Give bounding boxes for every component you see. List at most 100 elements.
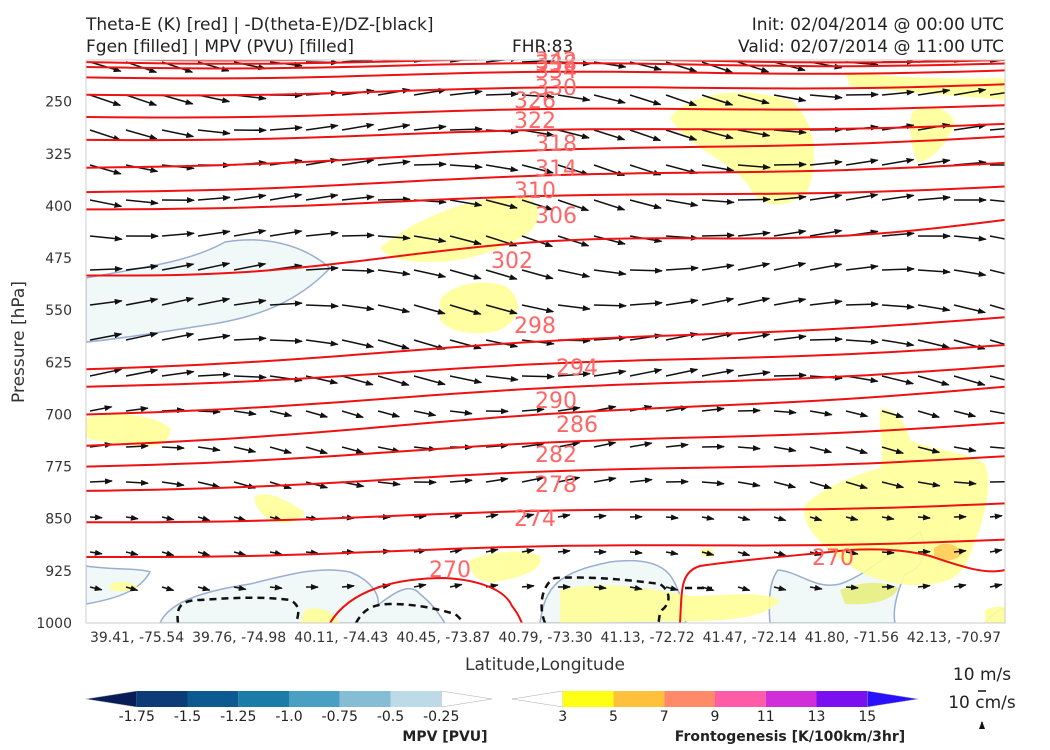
wind-vector (593, 369, 627, 377)
wind-vector (773, 585, 787, 592)
wind-vector (773, 334, 807, 341)
wind-vector (989, 548, 1003, 555)
wind-vector (125, 479, 149, 486)
wind-vector (773, 94, 807, 103)
theta-e-contour (329, 576, 523, 623)
wind-vector (557, 371, 591, 378)
x-tick-label: 39.41, -75.54 (90, 630, 184, 646)
wind-vector (233, 446, 257, 454)
theta-e-contour (86, 104, 1005, 119)
wind-vector (377, 339, 410, 350)
wind-vector (197, 371, 231, 378)
colorbar-swatch (562, 691, 614, 707)
wind-vector (773, 481, 797, 489)
wind-vector (989, 304, 1005, 311)
wind-vector (593, 302, 627, 309)
wind-vector (737, 230, 771, 237)
wind-vector (449, 583, 463, 589)
wind-vector (125, 368, 159, 377)
wind-vector (773, 297, 807, 306)
wind-vector (233, 193, 267, 201)
colorbar-tick-label: 11 (757, 709, 775, 725)
wind-vector (485, 269, 518, 280)
wind-vector (845, 301, 879, 308)
wind-vector (701, 514, 715, 521)
fgen-region (254, 494, 305, 523)
wind-vector (485, 199, 518, 210)
wind-vector (701, 263, 735, 271)
wind-vector (377, 123, 411, 131)
wind-vector (197, 481, 221, 489)
reference-vertical-label: 10 cm/s (948, 693, 1016, 713)
wind-vector (917, 410, 941, 419)
colorbar-swatch (289, 691, 340, 707)
wind-vector (485, 304, 518, 315)
wind-vector (953, 446, 977, 453)
y-tick-label: 925 (45, 564, 72, 580)
wind-vector (989, 199, 1005, 203)
fgen-fill-layer (86, 72, 1005, 623)
wind-vector (629, 300, 663, 307)
wind-vector (953, 269, 987, 277)
theta-e-contour (86, 502, 1005, 524)
y-tick-label: 250 (45, 95, 72, 111)
theta-e-contour-label: 294 (556, 356, 598, 381)
y-tick-label: 325 (45, 147, 72, 163)
wind-vector (521, 583, 535, 590)
colorbar-tick-label: -1.5 (174, 709, 201, 725)
wind-vector (125, 199, 159, 206)
wind-vector (917, 304, 951, 313)
wind-vector (845, 338, 879, 345)
wind-vector (197, 194, 231, 201)
wind-vector (989, 513, 1003, 520)
wind-vector (161, 296, 195, 306)
wind-vector (161, 230, 195, 237)
wind-vector (737, 129, 771, 138)
wind-vector (629, 94, 662, 106)
theta-e-contour-label: 270 (429, 558, 471, 583)
wind-vector (629, 368, 663, 377)
wind-vector (377, 196, 411, 203)
theta-e-contour (86, 83, 1005, 97)
wind-vector (989, 269, 1005, 275)
wind-vector (881, 193, 915, 201)
wind-vector (665, 129, 698, 141)
wind-vector (161, 481, 185, 488)
wind-vector (269, 446, 293, 454)
wind-vector (809, 262, 843, 271)
wind-vector (881, 339, 915, 348)
theta-e-contour (86, 538, 1005, 558)
wind-vector (233, 228, 267, 237)
wind-vector (557, 199, 590, 212)
theta-e-contour-label: 322 (514, 109, 556, 134)
wind-vector (773, 194, 807, 201)
wind-vector (665, 514, 679, 521)
wind-vector (89, 265, 123, 272)
wind-vector (161, 369, 195, 377)
wind-vector (881, 481, 905, 489)
wind-vector (485, 476, 509, 483)
wind-vector (269, 229, 303, 237)
x-tick-label: 41.80, -71.56 (805, 630, 899, 646)
wind-vector (593, 513, 607, 520)
wind-vector (665, 265, 699, 272)
x-tick-label: 40.45, -73.87 (396, 630, 490, 646)
wind-vector (809, 159, 843, 166)
wind-vector (881, 157, 915, 166)
wind-vector (485, 548, 499, 554)
wind-vector (341, 267, 375, 274)
wind-vector (197, 333, 231, 341)
theta-e-contour-label: 314 (535, 157, 577, 182)
wind-vector (845, 263, 879, 271)
x-tick-label: 40.11, -74.43 (294, 630, 388, 646)
wind-vector (665, 549, 679, 556)
chart-title-line-1: Theta-E (K) [red] | -D(theta-E)/DZ-[blac… (86, 15, 434, 35)
colorbar-swatch (441, 690, 493, 708)
colorbar-tick-label: -0.5 (377, 709, 404, 725)
wind-vector (557, 548, 571, 555)
theta-e-contour-layer (86, 60, 1005, 623)
wind-vector (953, 304, 987, 314)
wind-vector (737, 262, 771, 271)
wind-vector (377, 446, 401, 453)
colorbar-swatch (85, 690, 137, 708)
